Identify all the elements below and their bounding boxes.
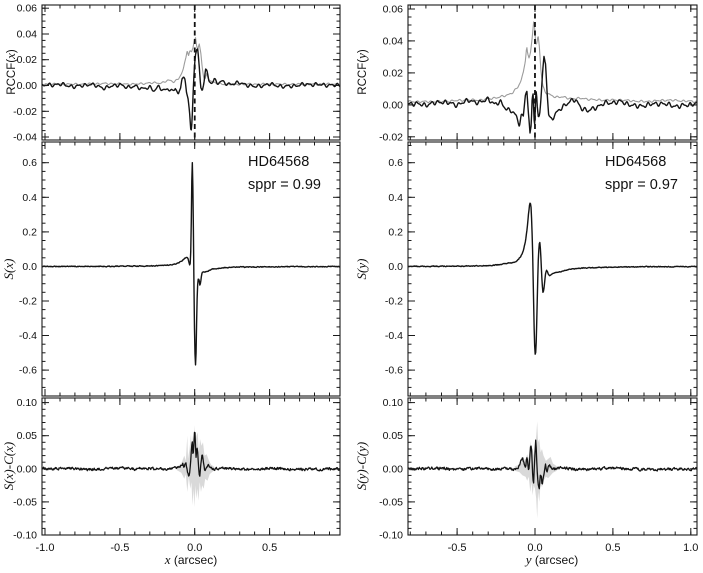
svg-text:0.00: 0.00 <box>17 80 38 92</box>
panel-sy-canvas: 0.6 0.4 0.2 0.0 -0.2 -0.4 -0.6 <box>385 141 698 397</box>
svg-text:0.06: 0.06 <box>17 3 38 15</box>
svg-text:0.4: 0.4 <box>388 192 403 204</box>
svg-text:-0.6: -0.6 <box>19 365 37 377</box>
svg-text:0.5: 0.5 <box>262 542 277 554</box>
svg-text:-0.5: -0.5 <box>448 542 467 554</box>
annotation-right: HD64568 sppr = 0.97 <box>605 151 678 197</box>
y-title-text: RCCF( <box>357 58 369 95</box>
x-title-unit: (arcsec) <box>170 553 218 567</box>
y-axis-title-rccf-x: RCCF(x) <box>2 2 20 142</box>
svg-text:0.05: 0.05 <box>17 430 38 442</box>
svg-text:0.00: 0.00 <box>383 463 404 475</box>
svg-text:1.0: 1.0 <box>683 542 698 554</box>
svg-text:-0.5: -0.5 <box>110 542 129 554</box>
panel-sx-canvas: 0.6 0.4 0.2 0.0 -0.2 -0.4 -0.6 <box>19 141 341 397</box>
panel-residual-x-canvas: 0.10 0.05 0.00 -0.05 -0.10-1.0 -0.5 0.0 0.5 <box>13 397 341 554</box>
svg-text:0.00: 0.00 <box>383 99 404 111</box>
svg-text:0.0: 0.0 <box>187 542 202 554</box>
x-title-var: x <box>164 552 171 567</box>
svg-text:0.2: 0.2 <box>388 226 403 238</box>
svg-text:-0.2: -0.2 <box>385 295 403 307</box>
svg-text:0.6: 0.6 <box>388 157 403 169</box>
svg-text:-0.02: -0.02 <box>13 106 37 118</box>
y-title-text: ) <box>6 49 18 54</box>
y-title-var: y <box>354 53 369 59</box>
svg-text:-0.10: -0.10 <box>379 530 403 542</box>
svg-text:-0.10: -0.10 <box>13 530 37 542</box>
y-title-text: RCCF( <box>6 58 18 95</box>
x-axis-title-left: x (arcsec) <box>121 551 261 569</box>
annotation-left: HD64568 sppr = 0.99 <box>248 151 321 197</box>
svg-text:-0.04: -0.04 <box>13 132 37 144</box>
y-axis-title-sy: S(y) <box>353 199 371 339</box>
sppr-value-label: sppr = 0.97 <box>605 177 678 193</box>
svg-text:0.10: 0.10 <box>17 397 38 409</box>
svg-text:0.4: 0.4 <box>22 192 37 204</box>
svg-text:-0.4: -0.4 <box>19 330 37 342</box>
svg-text:-1.0: -1.0 <box>36 542 55 554</box>
svg-text:-0.4: -0.4 <box>385 330 403 342</box>
svg-text:0.06: 0.06 <box>383 3 404 15</box>
svg-text:-0.05: -0.05 <box>379 496 403 508</box>
svg-text:0.5: 0.5 <box>605 542 620 554</box>
svg-text:-0.6: -0.6 <box>385 365 403 377</box>
svg-text:0.00: 0.00 <box>17 463 38 475</box>
svg-text:0.04: 0.04 <box>17 28 38 40</box>
svg-text:0.10: 0.10 <box>383 397 404 409</box>
panel-rccf-y-canvas: 0.06 0.04 0.02 0.00 -0.02 <box>379 3 698 143</box>
svg-text:0.02: 0.02 <box>17 54 38 66</box>
y-title-var: S(y) <box>354 258 369 280</box>
y-axis-title-residual-x: S(x)-C(x) <box>0 396 18 536</box>
y-axis-title-residual-y: S(y)-C(y) <box>353 396 371 536</box>
x-title-unit: (arcsec) <box>531 553 579 567</box>
y-title-var: x <box>3 53 18 59</box>
svg-text:0.6: 0.6 <box>22 157 37 169</box>
panel-rccf-x-canvas: 0.06 0.04 0.02 0.00 -0.02 -0.04 <box>13 3 341 144</box>
y-title-var: S(y)-C(y) <box>354 441 369 491</box>
svg-text:0.02: 0.02 <box>383 67 404 79</box>
svg-text:-0.2: -0.2 <box>19 295 37 307</box>
x-title-var: y <box>525 552 532 567</box>
y-title-text: ) <box>357 49 369 54</box>
svg-text:0.0: 0.0 <box>388 261 403 273</box>
y-title-var: S(x)-C(x) <box>1 441 16 491</box>
star-id-label: HD64568 <box>248 154 310 170</box>
y-axis-title-rccf-y: RCCF(y) <box>353 2 371 142</box>
svg-text:0.0: 0.0 <box>527 542 542 554</box>
svg-text:0.05: 0.05 <box>383 430 404 442</box>
svg-text:-0.02: -0.02 <box>379 131 403 143</box>
x-axis-title-right: y (arcsec) <box>482 551 622 569</box>
y-axis-title-sx: S(x) <box>0 199 18 339</box>
svg-text:-0.05: -0.05 <box>13 496 37 508</box>
panel-residual-y-canvas: 0.10 0.05 0.00 -0.05 -0.10 -0.5 0.0 0.5 1.0 <box>379 397 698 554</box>
star-id-label: HD64568 <box>605 154 667 170</box>
svg-text:0.2: 0.2 <box>22 226 37 238</box>
svg-text:0.04: 0.04 <box>383 35 404 47</box>
sppr-value-label: sppr = 0.99 <box>248 177 321 193</box>
y-title-var: S(x) <box>1 258 16 280</box>
svg-text:0.0: 0.0 <box>22 261 37 273</box>
